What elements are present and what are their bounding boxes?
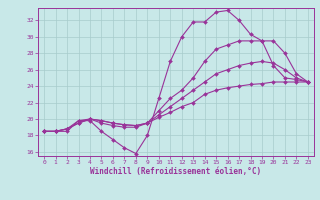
X-axis label: Windchill (Refroidissement éolien,°C): Windchill (Refroidissement éolien,°C) [91,167,261,176]
